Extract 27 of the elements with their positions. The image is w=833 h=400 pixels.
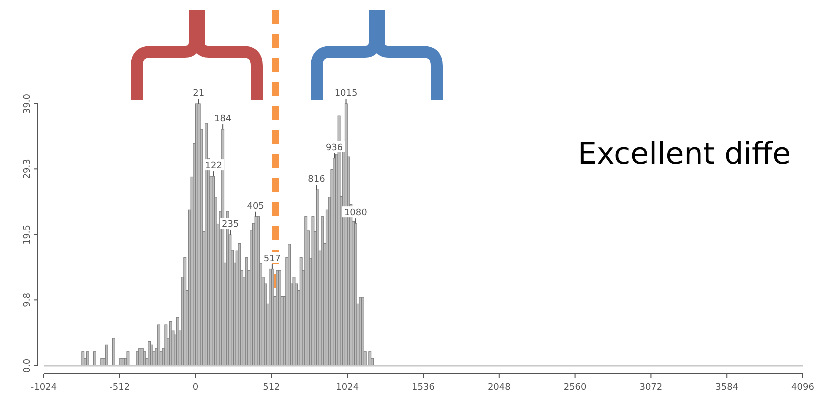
x-tick-label: -512 <box>110 383 130 393</box>
x-tick-label: 3072 <box>640 383 663 393</box>
x-tick-label: -1024 <box>30 383 58 393</box>
x-tick-label: 2560 <box>564 383 588 393</box>
annotation: 1015 <box>334 89 358 99</box>
annotation: 517 <box>264 254 282 264</box>
y-tick-label: 29.3 <box>23 159 33 180</box>
x-tick-label: 1536 <box>412 383 436 393</box>
annotation: Excellent diffe <box>578 137 792 172</box>
x-tick-label: 3584 <box>716 383 739 393</box>
y-tick-label: 0.0 <box>23 358 33 374</box>
x-tick-label: 512 <box>263 383 280 393</box>
annotation: 122 <box>205 162 222 172</box>
x-tick-label: 2048 <box>488 383 512 393</box>
annotation: 235 <box>222 220 240 230</box>
annotation: 816 <box>308 174 326 185</box>
y-tick-label: 19.5 <box>23 224 33 246</box>
x-tick-label: 4096 <box>792 383 815 393</box>
annotation: 936 <box>326 143 344 154</box>
annotation: 1080 <box>344 208 368 219</box>
y-tick-label: 9.8 <box>23 292 33 308</box>
x-tick-label: 1024 <box>336 383 360 393</box>
annotation: 21 <box>193 89 205 99</box>
x-tick-label: 0 <box>192 383 199 393</box>
annotation: 405 <box>247 202 264 212</box>
annotation: 184 <box>214 114 232 125</box>
y-tick-label: 39.0 <box>23 94 33 114</box>
